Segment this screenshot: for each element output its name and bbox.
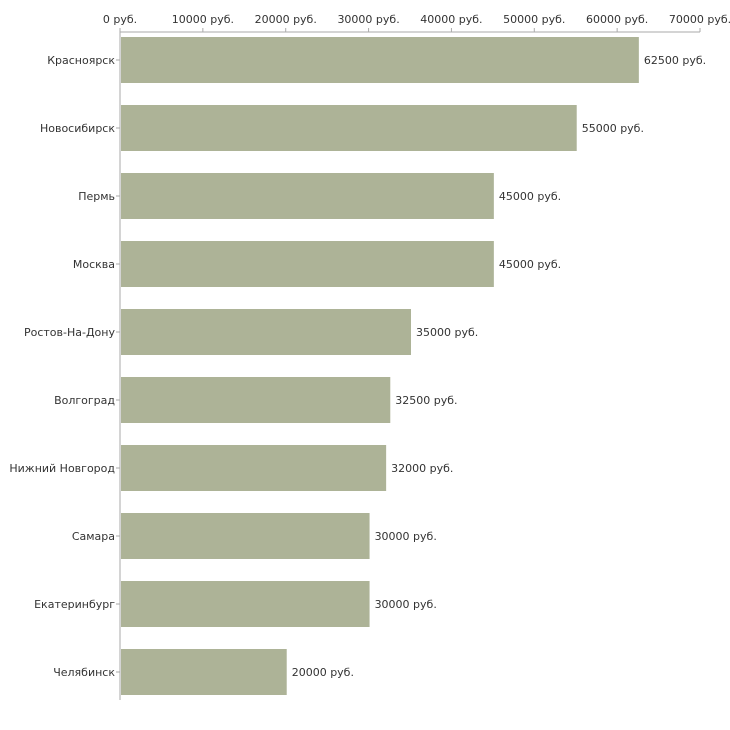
category-label: Екатеринбург <box>34 598 115 611</box>
category-label: Волгоград <box>54 394 115 407</box>
bar <box>121 581 370 627</box>
x-tick-label: 30000 руб. <box>337 13 399 26</box>
category-label: Ростов-На-Дону <box>24 326 115 339</box>
category-label: Новосибирск <box>40 122 115 135</box>
data-label: 32500 руб. <box>395 394 457 407</box>
data-label: 45000 руб. <box>499 258 561 271</box>
data-label: 30000 руб. <box>375 530 437 543</box>
data-label: 35000 руб. <box>416 326 478 339</box>
category-label: Самара <box>72 530 115 543</box>
bar <box>121 513 370 559</box>
category-label: Пермь <box>78 190 115 203</box>
data-label: 62500 руб. <box>644 54 706 67</box>
bar <box>121 241 494 287</box>
bar <box>121 377 391 423</box>
category-label: Красноярск <box>47 54 115 67</box>
x-tick-label: 20000 руб. <box>255 13 317 26</box>
data-label: 20000 руб. <box>292 666 354 679</box>
category-label: Нижний Новгород <box>9 462 115 475</box>
bar <box>121 37 639 83</box>
x-tick-label: 50000 руб. <box>503 13 565 26</box>
x-tick-label: 70000 руб. <box>669 13 730 26</box>
x-tick-label: 60000 руб. <box>586 13 648 26</box>
x-tick-label: 0 руб. <box>103 13 137 26</box>
data-label: 55000 руб. <box>582 122 644 135</box>
bar <box>121 649 287 695</box>
bar <box>121 105 577 151</box>
category-label: Москва <box>73 258 115 271</box>
bar <box>121 173 494 219</box>
bar <box>121 445 387 491</box>
x-tick-label: 40000 руб. <box>420 13 482 26</box>
category-label: Челябинск <box>53 666 115 679</box>
data-label: 32000 руб. <box>391 462 453 475</box>
data-label: 30000 руб. <box>375 598 437 611</box>
bar <box>121 309 411 355</box>
x-tick-label: 10000 руб. <box>172 13 234 26</box>
data-label: 45000 руб. <box>499 190 561 203</box>
